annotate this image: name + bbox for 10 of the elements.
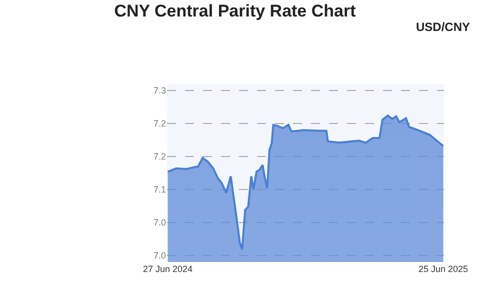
y-tick-label: 7.2 xyxy=(153,118,166,129)
y-tick-label: 7.2 xyxy=(153,152,166,162)
y-tick-label: 7.1 xyxy=(153,184,166,195)
y-tick-label: 7.0 xyxy=(153,218,166,228)
y-tick-label: 7.0 xyxy=(153,250,166,261)
chart-title: CNY Central Parity Rate Chart xyxy=(114,1,356,20)
chart-subtitle: USD/CNY xyxy=(416,20,470,34)
x-tick-label: 25 Jun 2025 xyxy=(418,264,468,274)
x-tick-label: 27 Jun 2024 xyxy=(142,264,193,274)
y-tick-label: 7.3 xyxy=(153,86,166,96)
